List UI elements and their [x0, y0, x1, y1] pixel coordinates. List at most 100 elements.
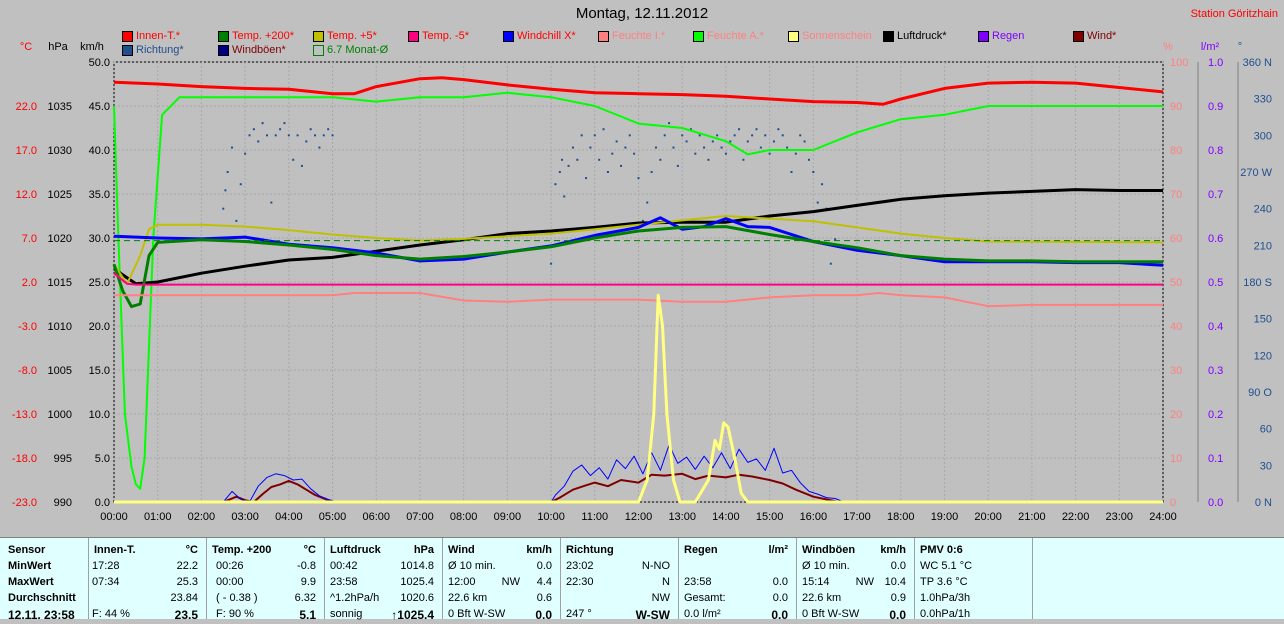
tick-label: 120	[1254, 350, 1272, 362]
tick-label: 12.0	[16, 189, 37, 201]
legend-item-11: Richtung*	[122, 44, 184, 56]
tick-label: 60	[1170, 233, 1182, 245]
x-tick-label: 04:00	[275, 511, 303, 523]
tick-label: -8.0	[18, 365, 37, 377]
stats-value: 22.6 km	[802, 592, 842, 604]
stats-value: 6.32	[294, 592, 316, 604]
stats-value: 0.9	[890, 592, 906, 604]
direction-point	[733, 134, 736, 137]
statistics-panel: Sensor MinWert MaxWert Durchschnitt 12.1…	[0, 537, 1284, 622]
direction-point	[641, 219, 644, 222]
legend-swatch	[122, 30, 133, 42]
tick-label: 60	[1260, 424, 1272, 436]
stats-value: 0.0	[536, 560, 552, 572]
direction-point	[550, 262, 553, 265]
tick-label: -18.0	[12, 453, 37, 465]
direction-point	[659, 158, 662, 161]
stats-value: sonnig	[330, 608, 363, 620]
stats-value: 5.1	[299, 608, 316, 622]
tick-label: 1005	[48, 365, 72, 377]
x-tick-label: 10:00	[537, 511, 565, 523]
tick-label: 100	[1170, 57, 1188, 69]
legend-label: Feuchte I.*	[612, 30, 666, 42]
direction-point	[676, 164, 679, 167]
tick-label: 1.0	[1208, 57, 1223, 69]
tick-label: 150	[1254, 314, 1272, 326]
direction-point	[746, 140, 749, 143]
tick-label: 300	[1254, 130, 1272, 142]
stats-value: 1025.4	[400, 576, 434, 588]
stats-value: W-SW	[635, 608, 670, 622]
x-tick-label: 03:00	[231, 511, 259, 523]
direction-point	[724, 152, 727, 155]
axis-header: km/h	[80, 41, 104, 53]
stats-label-max: MaxWert	[8, 576, 54, 588]
x-tick-label: 01:00	[144, 511, 172, 523]
stats-value: 12:00	[448, 576, 476, 588]
legend-label: Windböen*	[232, 44, 286, 56]
tick-label: 0.4	[1208, 321, 1223, 333]
tick-label: 0.6	[1208, 233, 1223, 245]
stats-value: N	[662, 576, 670, 588]
direction-point	[751, 134, 754, 137]
legend-item-1: Temp. +200*	[218, 30, 294, 42]
tick-label: 20.0	[89, 321, 110, 333]
tick-label: 0.8	[1208, 145, 1223, 157]
legend-item-2: Temp. +5*	[313, 30, 377, 42]
stats-value: 0 Bft W-SW	[448, 608, 506, 620]
x-tick-label: 15:00	[756, 511, 784, 523]
tick-label: 70	[1170, 189, 1182, 201]
direction-point	[248, 134, 251, 137]
direction-point	[265, 134, 268, 137]
legend-item-8: Luftdruck*	[883, 30, 947, 42]
direction-point	[231, 146, 234, 149]
stats-value: 23:02	[566, 560, 594, 572]
direction-point	[331, 134, 334, 137]
stats-value: ( - 0.38 )	[216, 592, 258, 604]
direction-point	[790, 171, 793, 173]
tick-label: 22.0	[16, 101, 37, 113]
direction-point	[327, 128, 330, 131]
stats-value: 0 Bft W-SW	[802, 608, 860, 620]
tick-label: 30	[1260, 460, 1272, 472]
x-tick-label: 11:00	[581, 511, 608, 523]
stats-value: F: 44 %	[92, 608, 130, 620]
direction-point	[261, 122, 264, 125]
legend-label: Innen-T.*	[136, 30, 181, 42]
tick-label: 1030	[48, 145, 72, 157]
tick-label: 0.0	[1208, 497, 1223, 509]
direction-point	[309, 128, 312, 131]
stats-label-current: 12.11. 23:58	[8, 608, 75, 622]
direction-point	[711, 140, 714, 143]
direction-point	[292, 158, 295, 161]
stats-header: Regen	[684, 544, 718, 556]
legend-label: Temp. +5*	[327, 30, 377, 42]
legend-label: Temp. +200*	[232, 30, 295, 42]
legend-item-5: Feuchte I.*	[598, 30, 665, 42]
stats-label-avg: Durchschnitt	[8, 592, 76, 604]
legend-swatch	[218, 44, 229, 56]
stats-col-wind: Wind km/h Ø 10 min. 0.0 12:00 NW 4.4 22.6 km 0.6…	[442, 538, 561, 622]
axis-header: %	[1163, 41, 1173, 53]
direction-point	[252, 128, 255, 131]
stats-col-boeen: Windböen km/h Ø 10 min. 0.0 15:14 NW 10.4 22.6 …	[796, 538, 915, 622]
x-tick-label: 16:00	[800, 511, 828, 523]
stats-value: 00:42	[330, 560, 358, 572]
stats-value: 247 °	[566, 608, 592, 620]
series-line	[113, 188, 1163, 286]
axis-header: l/m²	[1201, 41, 1220, 53]
legend-swatch	[883, 30, 894, 42]
legend-item-4: Windchill X*	[503, 30, 576, 42]
stats-unit: km/h	[526, 544, 552, 556]
direction-point	[615, 140, 618, 143]
tick-label: 0.0	[95, 497, 110, 509]
direction-point	[768, 152, 771, 155]
x-tick-label: 14:00	[712, 511, 740, 523]
legend-label: Regen	[992, 30, 1025, 42]
direction-point	[620, 164, 623, 167]
direction-point	[611, 152, 614, 155]
legend-swatch	[218, 30, 229, 42]
legend-swatch	[1073, 30, 1084, 42]
legend-label: 6.7 Monat-Ø	[327, 44, 389, 56]
direction-point	[716, 134, 719, 137]
